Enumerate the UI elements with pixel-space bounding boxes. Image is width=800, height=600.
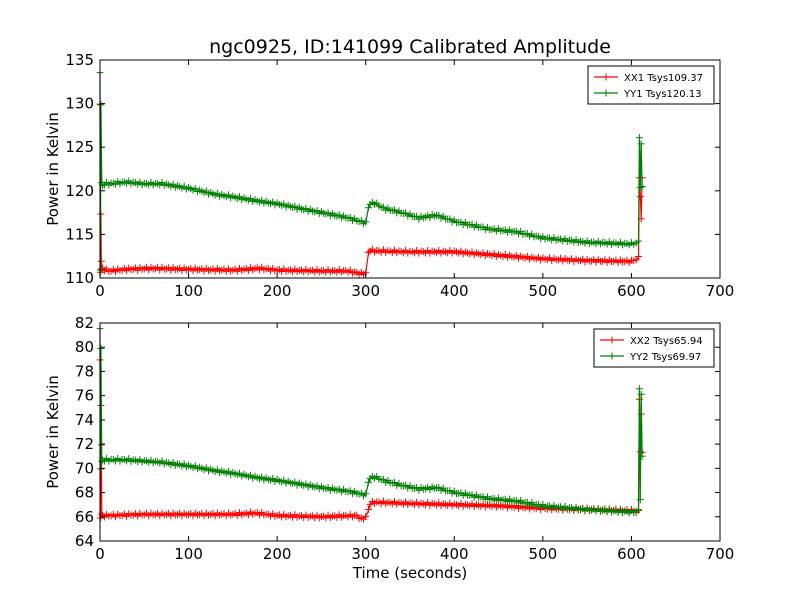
y-tick-label: 115 bbox=[65, 225, 94, 243]
data-point-marker bbox=[97, 345, 105, 353]
data-point-marker bbox=[638, 182, 646, 190]
x-tick-label: 200 bbox=[263, 545, 292, 563]
data-point-marker bbox=[636, 193, 644, 201]
x-tick-label: 0 bbox=[95, 545, 105, 563]
data-point-marker bbox=[97, 101, 105, 109]
y-tick-label: 74 bbox=[75, 411, 94, 429]
data-point-marker bbox=[636, 183, 644, 191]
y-tick-label: 76 bbox=[75, 387, 94, 405]
plot-panel-top: 0 100 200 300 400 500 600 700 110 115 120 125 130 135… bbox=[44, 51, 734, 300]
data-point-marker bbox=[637, 140, 645, 148]
data-point-marker bbox=[635, 134, 643, 142]
x-axis-label: Time (seconds) bbox=[352, 564, 468, 582]
x-tick-label: 100 bbox=[174, 545, 203, 563]
data-point-marker bbox=[97, 257, 105, 265]
x-tick-label: 600 bbox=[617, 545, 646, 563]
y-tick-label: 130 bbox=[65, 95, 94, 113]
y-axis-label: Power in Kelvin bbox=[44, 112, 62, 226]
legend bbox=[587, 65, 715, 105]
data-point-marker bbox=[635, 237, 643, 245]
legend-marker-1 bbox=[608, 336, 616, 344]
series-markers-1 bbox=[96, 100, 646, 278]
legend bbox=[593, 328, 715, 368]
x-tick-label: 500 bbox=[529, 545, 558, 563]
series-markers-2 bbox=[96, 69, 646, 274]
plot-panel-bottom: 0 100 200 300 400 500 600 700 64 66 68 70 72 74 76 78 80… bbox=[44, 314, 734, 563]
x-tick-label: 400 bbox=[440, 282, 469, 300]
legend-entry-2: YY2 Tsys69.97 bbox=[629, 352, 701, 363]
x-tick-label: 500 bbox=[529, 282, 558, 300]
x-tick-label: 700 bbox=[706, 545, 735, 563]
y-tick-label: 64 bbox=[75, 532, 94, 550]
legend-marker-1 bbox=[602, 73, 610, 81]
legend-entry-2: YY1 Tsys120.13 bbox=[623, 89, 702, 100]
x-tick-label: 300 bbox=[351, 545, 380, 563]
data-point-marker bbox=[637, 390, 645, 398]
data-point-marker bbox=[635, 385, 643, 393]
plot-frame bbox=[99, 322, 721, 542]
plot-frame bbox=[99, 59, 721, 279]
data-point-marker bbox=[632, 256, 640, 264]
y-tick-label: 68 bbox=[75, 484, 94, 502]
y-tick-label: 80 bbox=[75, 338, 94, 356]
data-point-marker bbox=[638, 452, 646, 460]
legend-marker-2 bbox=[602, 89, 610, 97]
data-point-marker bbox=[362, 512, 370, 520]
y-axis-label: Power in Kelvin bbox=[44, 375, 62, 489]
legend-entry-1: XX2 Tsys65.94 bbox=[630, 336, 703, 347]
data-point-marker bbox=[636, 496, 644, 504]
y-tick-label: 72 bbox=[75, 435, 94, 453]
legend-entry-1: XX1 Tsys109.37 bbox=[624, 73, 703, 84]
data-point-marker bbox=[635, 253, 643, 261]
y-tick-label: 120 bbox=[65, 182, 94, 200]
data-point-marker bbox=[635, 506, 643, 514]
legend-marker-2 bbox=[608, 352, 616, 360]
y-tick-label: 125 bbox=[65, 138, 94, 156]
chart-title: ngc0925, ID:141099 Calibrated Amplitude bbox=[209, 36, 611, 58]
x-tick-label: 300 bbox=[351, 282, 380, 300]
x-tick-label: 400 bbox=[440, 545, 469, 563]
data-point-marker bbox=[364, 506, 372, 514]
y-tick-label: 66 bbox=[75, 508, 94, 526]
y-tick-label: 70 bbox=[75, 459, 94, 477]
x-tick-label: 100 bbox=[174, 282, 203, 300]
x-tick-label: 700 bbox=[706, 282, 735, 300]
data-point-marker bbox=[364, 204, 372, 212]
x-tick-label: 200 bbox=[263, 282, 292, 300]
y-tick-label: 82 bbox=[75, 314, 94, 332]
data-point-marker bbox=[362, 218, 370, 226]
y-tick-label: 135 bbox=[65, 51, 94, 69]
y-tick-label: 110 bbox=[65, 269, 94, 287]
data-point-marker bbox=[364, 248, 372, 256]
y-tick-label: 78 bbox=[75, 362, 94, 380]
data-point-marker bbox=[364, 478, 372, 486]
data-point-marker bbox=[362, 490, 370, 498]
x-tick-label: 0 bbox=[95, 282, 105, 300]
x-tick-label: 600 bbox=[617, 282, 646, 300]
